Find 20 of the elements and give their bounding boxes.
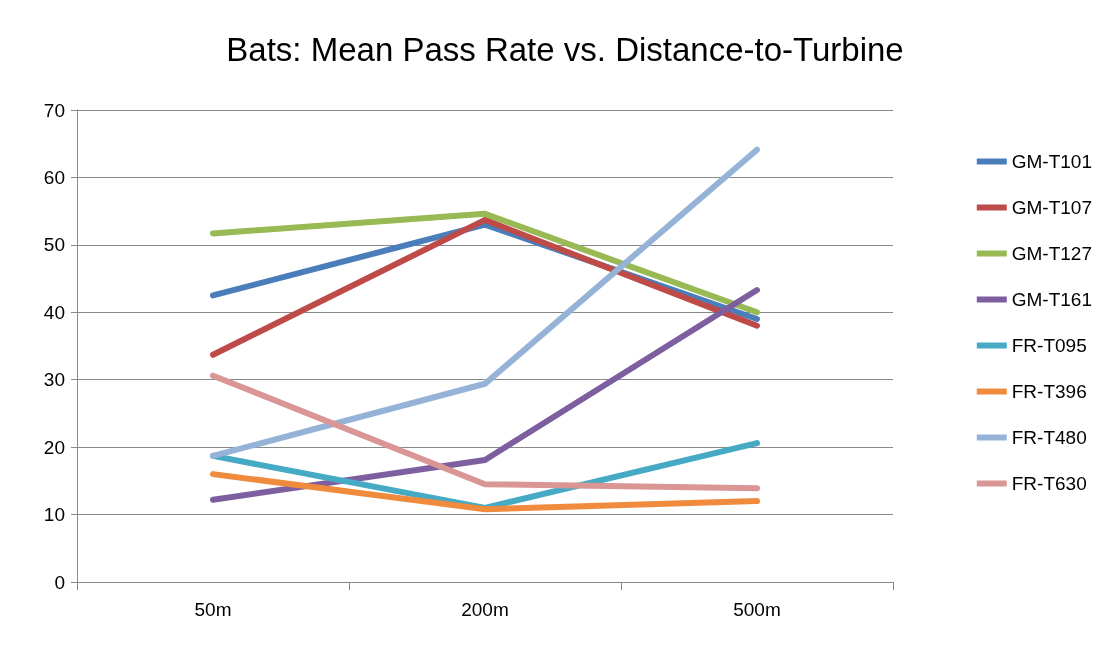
y-tick-label: 40 (43, 301, 65, 323)
legend-label: GM-T161 (1011, 289, 1093, 310)
x-tick-label: 200m (461, 599, 509, 620)
legend-label: GM-T101 (1011, 151, 1093, 172)
legend-label: FR-T396 (1011, 381, 1087, 402)
legend-label: FR-T630 (1011, 473, 1087, 494)
x-tick-label: 50m (194, 599, 232, 620)
y-tick-label: 20 (43, 436, 65, 458)
legend-label: GM-T107 (1011, 197, 1093, 218)
legend-label: FR-T095 (1011, 335, 1087, 356)
chart-title: Bats: Mean Pass Rate vs. Distance-to-Turbine (226, 31, 904, 68)
y-tick-label: 60 (43, 166, 65, 188)
y-tick-label: 30 (43, 369, 65, 391)
legend-label: GM-T127 (1011, 243, 1093, 264)
y-tick-label: 70 (43, 99, 65, 121)
x-tick-label: 500m (733, 599, 781, 620)
y-tick-label: 10 (43, 504, 65, 526)
y-tick-label: 0 (54, 571, 65, 593)
legend-label: FR-T480 (1011, 427, 1087, 448)
y-tick-label: 50 (43, 234, 65, 256)
